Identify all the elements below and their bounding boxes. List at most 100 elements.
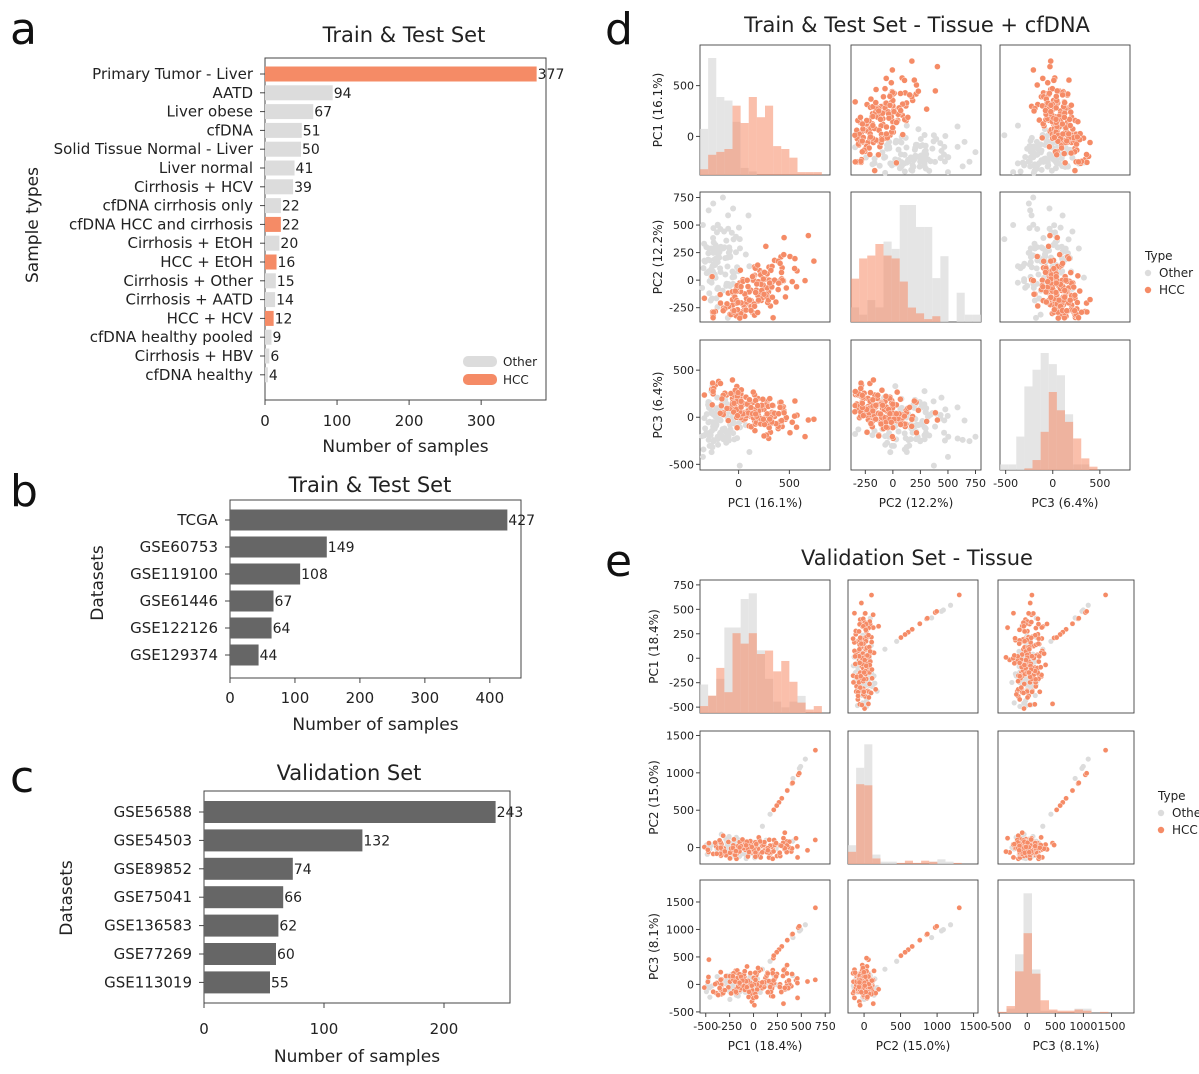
y-tick-label: 0 bbox=[687, 411, 694, 424]
y-axis-label: PC2 (12.2%) bbox=[651, 220, 665, 295]
scatter-point bbox=[869, 113, 877, 120]
scatter-point bbox=[784, 970, 790, 977]
scatter-point bbox=[869, 161, 876, 168]
y-tick-label: 1000 bbox=[666, 767, 694, 780]
scatter-point bbox=[1053, 807, 1060, 813]
scatter-point bbox=[1027, 600, 1033, 606]
x-tick-label: 1500 bbox=[1098, 1020, 1126, 1033]
histogram-bar bbox=[1048, 392, 1057, 470]
scatter-point bbox=[867, 95, 875, 103]
scatter-point bbox=[706, 956, 712, 963]
scatter-point bbox=[709, 379, 716, 387]
scatter-point bbox=[882, 441, 889, 448]
scatter-point bbox=[1030, 610, 1037, 617]
scatter-point bbox=[1051, 134, 1058, 141]
bar bbox=[230, 509, 508, 531]
bar-value-label: 39 bbox=[294, 180, 312, 196]
scatter-point bbox=[954, 435, 961, 442]
scatter-point bbox=[923, 418, 930, 425]
scatter-point bbox=[1075, 615, 1082, 622]
histogram-bar bbox=[1016, 436, 1025, 470]
scatter-point bbox=[759, 823, 765, 829]
scatter-point bbox=[909, 943, 915, 950]
histogram-bar bbox=[907, 307, 916, 322]
scatter-point bbox=[701, 415, 708, 422]
histogram-bar bbox=[1056, 410, 1065, 470]
scatter-point bbox=[1069, 787, 1076, 794]
scatter-point bbox=[717, 291, 724, 298]
scatter-point bbox=[933, 923, 940, 930]
pair-cell-frame bbox=[997, 579, 1135, 714]
bar-value-label: 94 bbox=[334, 86, 352, 102]
bar bbox=[265, 367, 268, 383]
scatter-point bbox=[747, 307, 755, 314]
scatter-point bbox=[1044, 621, 1050, 627]
scatter-point bbox=[776, 260, 784, 267]
x-axis-label: PC2 (15.0%) bbox=[876, 1039, 951, 1053]
scatter-point bbox=[1027, 163, 1034, 170]
bar bbox=[204, 971, 270, 994]
histogram-bar bbox=[929, 861, 938, 864]
scatter-point bbox=[1011, 841, 1018, 847]
scatter-point bbox=[913, 421, 920, 428]
scatter-point bbox=[701, 295, 708, 302]
scatter-point bbox=[897, 151, 904, 158]
scatter-point bbox=[1027, 148, 1034, 155]
category-label: GSE54503 bbox=[114, 831, 192, 849]
scatter-point bbox=[780, 835, 787, 841]
scatter-point bbox=[1083, 608, 1090, 615]
bar bbox=[230, 590, 274, 612]
scatter-point bbox=[870, 611, 876, 618]
scatter-point bbox=[1059, 260, 1066, 267]
scatter-point bbox=[778, 989, 785, 995]
scatter-point bbox=[804, 978, 811, 985]
bar-value-label: 60 bbox=[277, 947, 295, 963]
scatter-point bbox=[930, 398, 937, 405]
scatter-point bbox=[1065, 130, 1072, 138]
histogram-bar bbox=[1089, 466, 1098, 470]
scatter-point bbox=[927, 158, 934, 165]
x-tick-label: 100 bbox=[281, 689, 310, 707]
scatter-point bbox=[701, 984, 708, 991]
scatter-point bbox=[755, 296, 762, 304]
scatter-point bbox=[1023, 657, 1029, 663]
histogram-bar bbox=[1000, 464, 1009, 470]
scatter-point bbox=[1039, 75, 1046, 82]
histogram-bar bbox=[1057, 1010, 1066, 1013]
x-axis-label: PC1 (16.1%) bbox=[728, 496, 803, 510]
bar bbox=[265, 348, 270, 364]
scatter-point bbox=[752, 977, 759, 983]
scatter-point bbox=[1038, 624, 1045, 631]
legend-title: Type bbox=[1144, 249, 1173, 263]
scatter-point bbox=[780, 973, 786, 979]
scatter-point bbox=[902, 631, 908, 638]
scatter-point bbox=[767, 984, 773, 990]
scatter-point bbox=[720, 436, 727, 443]
scatter-point bbox=[894, 958, 900, 964]
histogram-bar bbox=[748, 633, 757, 713]
scatter-point bbox=[865, 701, 872, 707]
scatter-point bbox=[1046, 151, 1053, 158]
histogram-bar bbox=[899, 205, 908, 322]
scatter-point bbox=[1020, 690, 1027, 696]
scatter-point bbox=[863, 429, 871, 436]
scatter-point bbox=[922, 142, 929, 149]
scatter-point bbox=[938, 147, 945, 154]
scatter-point bbox=[959, 436, 966, 443]
histogram-bar bbox=[700, 706, 709, 713]
y-tick-label: 500 bbox=[673, 364, 694, 377]
scatter-point bbox=[709, 388, 717, 395]
scatter-point bbox=[1054, 87, 1061, 95]
scatter-point bbox=[753, 841, 760, 847]
scatter-point bbox=[932, 409, 939, 416]
scatter-point bbox=[1083, 308, 1091, 316]
scatter-point bbox=[728, 229, 735, 236]
bar bbox=[265, 254, 277, 270]
pair-cell-frame bbox=[699, 730, 831, 865]
y-tick-label: 0 bbox=[687, 978, 694, 991]
scatter-point bbox=[917, 620, 923, 627]
scatter-point bbox=[941, 158, 948, 165]
bar bbox=[265, 235, 280, 251]
scatter-point bbox=[901, 430, 908, 437]
scatter-point bbox=[930, 462, 937, 469]
